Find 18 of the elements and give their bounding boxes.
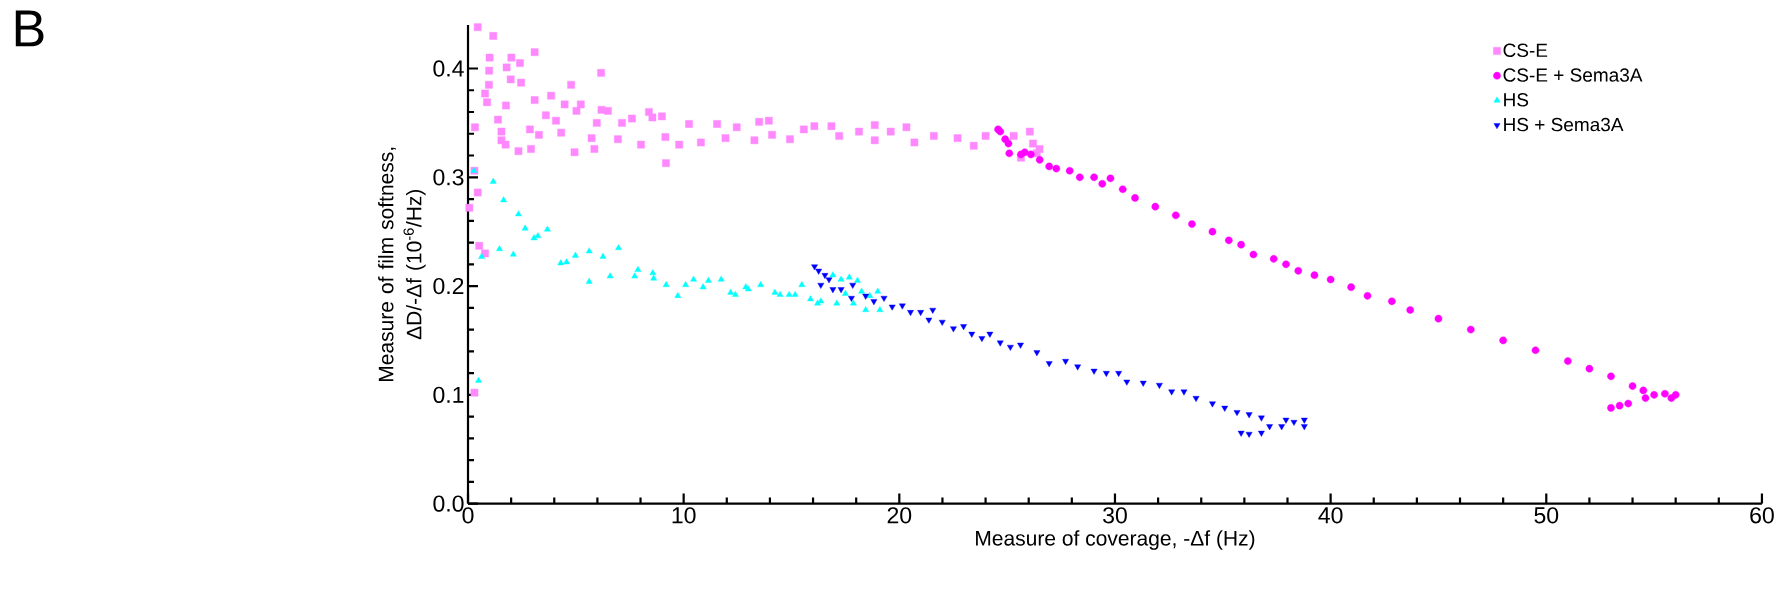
legend-label: HS bbox=[1504, 93, 1529, 107]
x-tick-label: 50 bbox=[1534, 507, 1559, 524]
y-tick-label: 0.2 bbox=[433, 277, 464, 295]
x-tick-label: 40 bbox=[1318, 507, 1343, 524]
text: B bbox=[15, 10, 44, 47]
legend-label: HS + Sema3A bbox=[1504, 117, 1624, 132]
x-tick-label: 10 bbox=[672, 507, 696, 524]
x-tick-label: 60 bbox=[1750, 507, 1774, 524]
y-tick-label: 0.1 bbox=[433, 386, 464, 403]
x-tick-label: 30 bbox=[1103, 507, 1127, 524]
x-tick-label: 20 bbox=[887, 507, 912, 524]
y-tick-label: 0.4 bbox=[433, 60, 464, 77]
legend-label: CS-E + Sema3A bbox=[1503, 68, 1643, 82]
legend-label: CS-E bbox=[1503, 43, 1548, 58]
y-tick-label: 0.3 bbox=[433, 169, 464, 186]
x-axis-title: Measure of coverage, -Δf (Hz) bbox=[976, 530, 1255, 550]
y-tick-label: 0.0 bbox=[433, 495, 464, 512]
x-tick-label: 0 bbox=[462, 507, 474, 524]
